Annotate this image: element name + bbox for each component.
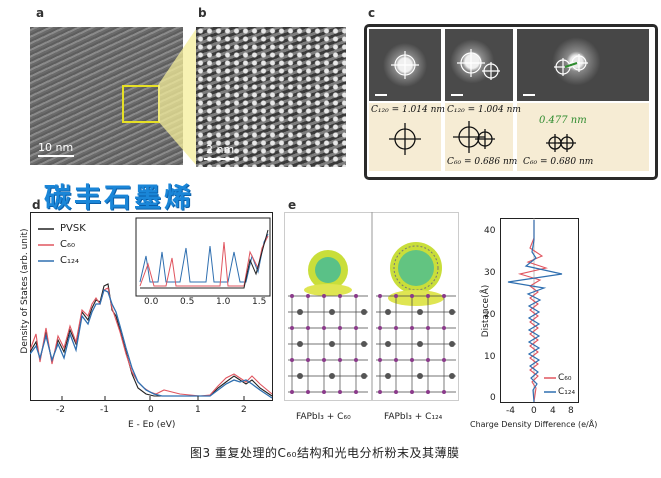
panel-e-legend-c60: C₆₀ xyxy=(558,373,572,383)
panel-c-image-3 xyxy=(517,29,649,101)
panel-e-xtick-3: 8 xyxy=(568,406,574,416)
panel-a-label: a xyxy=(36,6,45,20)
panel-d-dos-chart xyxy=(30,212,273,401)
panel-e-ytick-20: 20 xyxy=(484,310,496,320)
panel-a-scale-bar xyxy=(38,155,74,157)
panel-d-inset-xtick-2: 1.0 xyxy=(216,297,231,307)
panel-e-struct-label-c124: FAPbI₃ + C₁₂₄ xyxy=(384,412,443,422)
panel-c-crosshairs-top xyxy=(375,49,588,96)
panel-e-charge-chart xyxy=(500,218,579,403)
panel-e-label: e xyxy=(288,198,297,212)
figure-caption: 图3 重复处理的C₆₀结构和光电分析粉末及其薄膜 xyxy=(190,446,460,460)
panel-d-legend-c124: C₁₂₄ xyxy=(60,255,80,266)
panel-d-label: d xyxy=(32,198,41,212)
panel-d-xtick-1: -1 xyxy=(100,405,109,415)
panel-b-label: b xyxy=(198,6,207,20)
zoom-connector xyxy=(158,29,196,165)
panel-c-measure-2-top: C₁₂₀ = 1.004 nm xyxy=(447,105,521,115)
panel-c-image-2 xyxy=(445,29,513,101)
panel-e-xtick-1: 0 xyxy=(531,406,537,416)
panel-c-measure-1-top: C₁₂₀ = 1.014 nm xyxy=(371,105,445,115)
panel-e-structures xyxy=(284,212,459,401)
panel-c-frame: C₁₂₀ = 1.014 nm C₁₂₀ = 1.004 nm 0.477 nm… xyxy=(364,24,658,180)
panel-e-ytick-30: 30 xyxy=(484,268,496,278)
panel-e-xlabel: Charge Density Difference (e/Å) xyxy=(470,420,598,429)
panel-c-crosshairs-bottom xyxy=(389,121,576,155)
panel-d-xtick-2: 0 xyxy=(148,405,154,415)
panel-c-measure-2-bottom: C₆₀ = 0.686 nm xyxy=(447,157,518,167)
panel-e-ytick-40: 40 xyxy=(484,226,496,236)
panel-e-ytick-0: 0 xyxy=(490,393,496,403)
panel-c-measure-3-bottom: C₆₀ = 0.680 nm xyxy=(523,157,594,167)
panel-d-inset-xtick-0: 0.0 xyxy=(144,297,159,307)
panel-d-inset-xtick-3: 1.5 xyxy=(252,297,267,307)
panel-d-xlabel: E - Eᴅ (eV) xyxy=(128,420,176,430)
panel-a-tem-image: 10 nm xyxy=(30,27,183,165)
panel-d-xtick-4: 2 xyxy=(241,405,247,415)
panel-d-legend-c60: C₆₀ xyxy=(60,239,75,250)
panel-c-label: c xyxy=(368,6,376,20)
panel-e-legend-c124: C₁₂₄ xyxy=(558,387,576,397)
panel-e-struct-label-c60: FAPbI₃ + C₆₀ xyxy=(296,412,351,422)
panel-b-scale-text: 2 nm xyxy=(206,143,235,156)
panel-d-xtick-3: 1 xyxy=(195,405,201,415)
panel-c-measure-3-top: 0.477 nm xyxy=(539,115,587,126)
panel-b-tem-image: 2 nm xyxy=(196,27,346,167)
panel-d-legend-pvsk: PVSK xyxy=(60,223,86,234)
panel-b-scale-bar xyxy=(204,158,234,160)
panel-e-ytick-10: 10 xyxy=(484,352,496,362)
panel-d-inset-xtick-1: 0.5 xyxy=(180,297,195,307)
panel-d-ylabel: Density of States (arb. unit) xyxy=(20,228,30,354)
panel-e-xtick-0: -4 xyxy=(506,406,515,416)
panel-c-model-3 xyxy=(517,103,649,171)
watermark-stamp-text: 碳丰石墨烯 xyxy=(44,183,194,214)
panel-a-scale-text: 10 nm xyxy=(38,141,74,154)
panel-e-xtick-2: 4 xyxy=(550,406,556,416)
panel-d-xtick-0: -2 xyxy=(56,405,65,415)
